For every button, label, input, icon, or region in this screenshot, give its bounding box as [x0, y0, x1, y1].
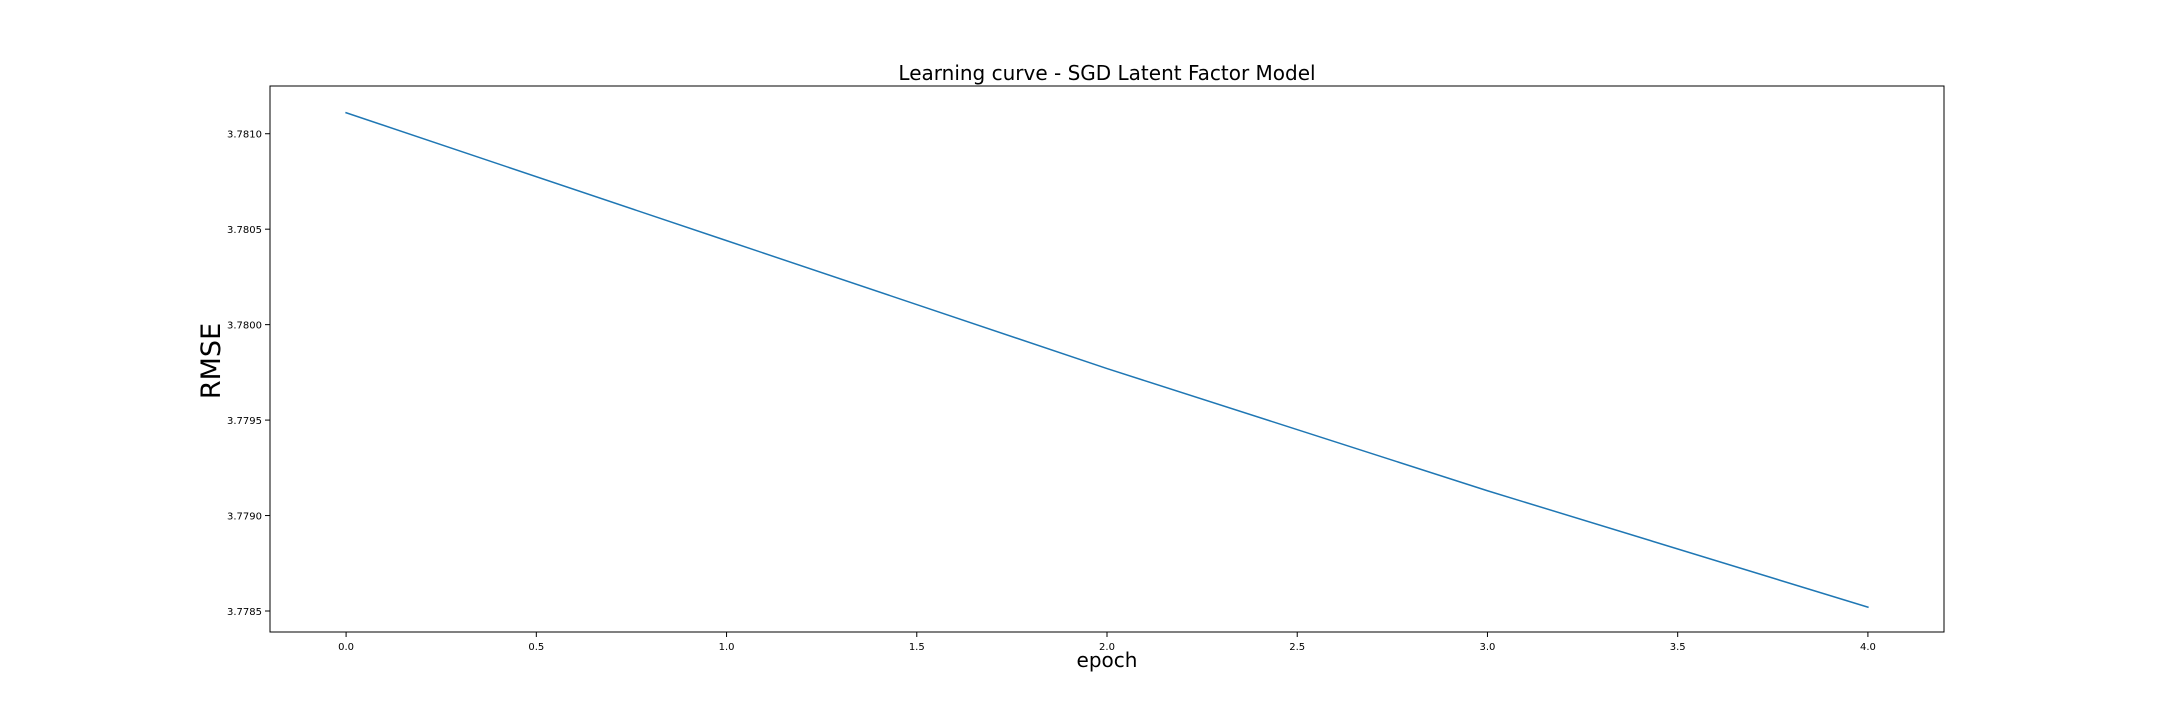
y-tick-label: 3.7810	[227, 130, 262, 141]
x-tick-label: 0.5	[528, 642, 544, 653]
x-tick-label: 1.5	[909, 642, 925, 653]
chart-title: Learning curve - SGD Latent Factor Model	[898, 61, 1315, 85]
axes-frame	[269, 85, 1945, 633]
y-tick-label: 3.7805	[227, 225, 262, 236]
y-tick-label: 3.7785	[227, 607, 262, 618]
y-tick-label: 3.7795	[227, 416, 262, 427]
x-tick-label: 1.0	[719, 642, 735, 653]
x-tick-label: 3.5	[1670, 642, 1686, 653]
y-tick-label: 3.7800	[227, 321, 262, 332]
y-axis-label: RMSE	[196, 323, 227, 399]
plot-area: 0.0 0.5 1.0 1.5 2.0 2.5 3.0 3.5 4.0 3.7785 3.7790 3…	[227, 85, 1945, 653]
x-tick-label: 2.0	[1099, 642, 1115, 653]
x-axis-label: epoch	[1077, 648, 1138, 672]
x-tick-label: 3.0	[1480, 642, 1496, 653]
x-tick-label: 4.0	[1860, 642, 1876, 653]
x-tick-label: 0.0	[338, 642, 354, 653]
series-line-0	[345, 111, 1869, 609]
x-tick-label: 2.5	[1289, 642, 1305, 653]
y-tick-label: 3.7790	[227, 512, 262, 523]
